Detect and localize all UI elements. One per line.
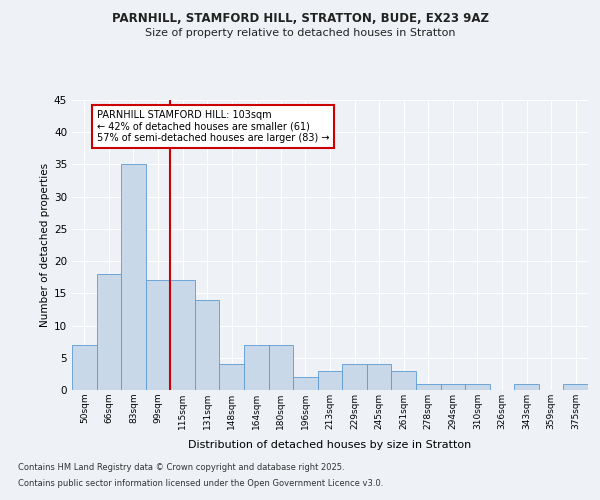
Bar: [563, 384, 588, 390]
Bar: [170, 280, 195, 390]
Y-axis label: Number of detached properties: Number of detached properties: [40, 163, 50, 327]
Bar: [465, 384, 490, 390]
Bar: [121, 164, 146, 390]
X-axis label: Distribution of detached houses by size in Stratton: Distribution of detached houses by size …: [188, 440, 472, 450]
Bar: [440, 384, 465, 390]
Bar: [318, 370, 342, 390]
Text: Contains public sector information licensed under the Open Government Licence v3: Contains public sector information licen…: [18, 478, 383, 488]
Bar: [269, 345, 293, 390]
Bar: [367, 364, 391, 390]
Bar: [514, 384, 539, 390]
Bar: [195, 300, 220, 390]
Bar: [146, 280, 170, 390]
Bar: [97, 274, 121, 390]
Bar: [293, 377, 318, 390]
Bar: [244, 345, 269, 390]
Text: PARNHILL STAMFORD HILL: 103sqm
← 42% of detached houses are smaller (61)
57% of : PARNHILL STAMFORD HILL: 103sqm ← 42% of …: [97, 110, 329, 143]
Text: PARNHILL, STAMFORD HILL, STRATTON, BUDE, EX23 9AZ: PARNHILL, STAMFORD HILL, STRATTON, BUDE,…: [112, 12, 488, 26]
Bar: [220, 364, 244, 390]
Text: Contains HM Land Registry data © Crown copyright and database right 2025.: Contains HM Land Registry data © Crown c…: [18, 464, 344, 472]
Bar: [391, 370, 416, 390]
Text: Size of property relative to detached houses in Stratton: Size of property relative to detached ho…: [145, 28, 455, 38]
Bar: [72, 345, 97, 390]
Bar: [342, 364, 367, 390]
Bar: [416, 384, 440, 390]
